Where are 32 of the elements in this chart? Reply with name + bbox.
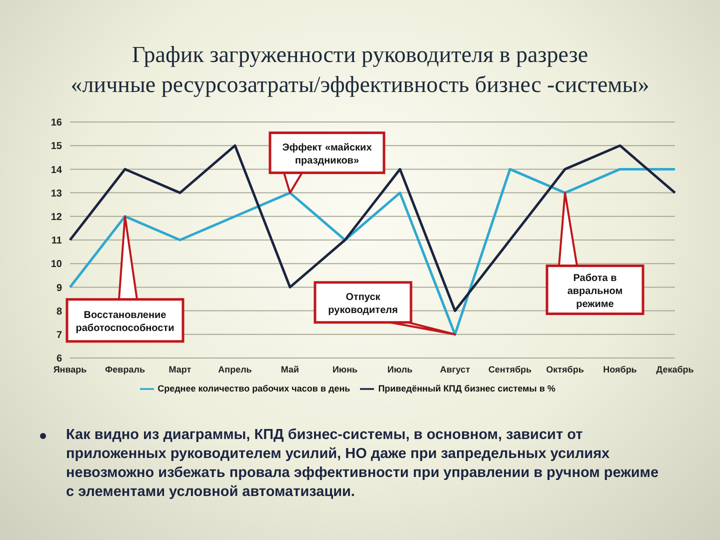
x-tick-label: Февраль [105, 364, 146, 374]
y-tick-label: 7 [56, 330, 62, 341]
x-tick-label: Май [280, 364, 300, 374]
x-tick-label: Октябрь [546, 364, 584, 374]
line-series [68, 168, 676, 336]
x-tick-label: Январь [53, 364, 88, 374]
x-tick-label: Март [168, 364, 192, 374]
y-tick-label: 13 [50, 188, 62, 200]
y-tick-label: 8 [56, 306, 62, 318]
y-tick-label: 15 [50, 141, 62, 152]
x-tick-label: Июнь [332, 364, 358, 374]
y-tick-label: 11 [51, 236, 62, 247]
text: Как видно из диаграммы, КПД бизнес-системы, в основном, зависит от приложенных руководителем усилий, НО даже при запредельных усилиях невозможно избежать провала эффективности при управлении в ручном режиме с элементами условной автоматизации. [66, 426, 660, 502]
legend-label: Приведённый КПД бизнес системы в % [378, 383, 556, 394]
legend-label: Среднее количество рабочих часов в день [158, 383, 350, 394]
annotation: Работа в авральном режиме [567, 272, 623, 310]
y-tick-label: 10 [50, 259, 62, 270]
annotation: Эффект «майских праздников» [282, 142, 372, 166]
annotation: Восстановление работоспособности [76, 310, 174, 334]
annotation: Отпуск руководителя [328, 292, 398, 316]
x-tick-label: Декабрь [656, 364, 694, 374]
y-tick-label: 14 [50, 164, 62, 176]
x-tick-label: Сентябрь [488, 364, 532, 374]
chart-title: График загруженности руководителя в разрезе «личные ресурсозатраты/эффективность бизнес -системы» [70, 41, 650, 99]
y-tick-label: 6 [56, 354, 62, 365]
x-tick-label: Ноябрь [603, 364, 638, 374]
y-tick-label: 12 [50, 212, 62, 223]
x-tick-label: Апрель [218, 364, 252, 374]
y-tick-label: 9 [56, 282, 62, 294]
x-tick-label: Июль [387, 364, 414, 374]
y-tick-label: 16 [50, 118, 62, 129]
x-tick-label: Август [440, 364, 471, 374]
